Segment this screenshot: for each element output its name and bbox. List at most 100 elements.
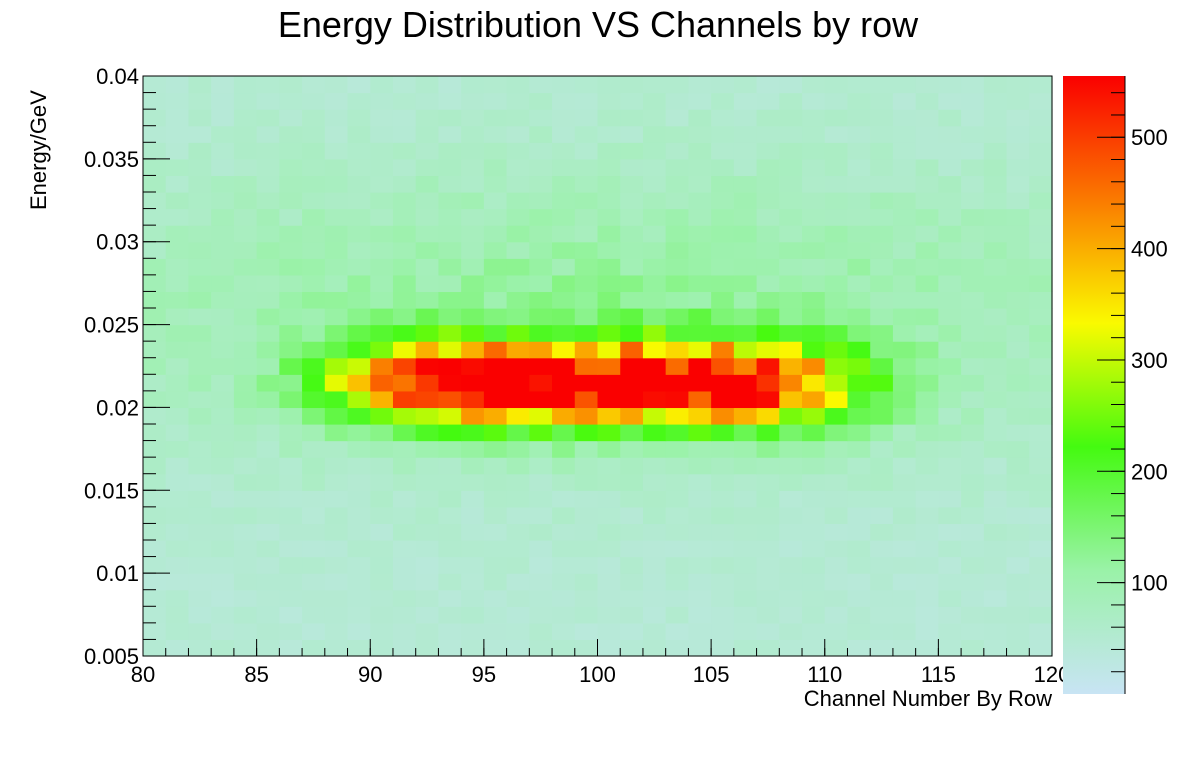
heatmap-cell: [461, 192, 485, 210]
heatmap-cell: [392, 241, 417, 259]
heatmap-cell: [143, 407, 167, 425]
heatmap-cell: [756, 175, 780, 193]
heatmap-cell: [983, 506, 1008, 525]
heatmap-cell: [620, 424, 644, 442]
heatmap-cell: [983, 291, 1008, 309]
heatmap-cell: [870, 639, 894, 657]
heatmap-cell: [392, 225, 417, 243]
heatmap-cell: [1029, 407, 1053, 425]
heatmap-cell: [302, 390, 326, 409]
y-tick-label: 0.005: [84, 644, 139, 669]
heatmap-cell: [483, 192, 508, 210]
heatmap-cell: [1006, 192, 1030, 210]
heatmap-cell: [870, 175, 894, 193]
heatmap-cell: [415, 324, 440, 342]
heatmap-cell: [279, 374, 303, 392]
heatmap-cell: [824, 407, 849, 425]
heatmap-cell: [620, 606, 644, 624]
heatmap-cell: [415, 258, 440, 276]
heatmap-cell: [665, 175, 689, 193]
heatmap-cell: [256, 241, 280, 259]
heatmap-cell: [779, 308, 803, 326]
heatmap-cell: [529, 274, 553, 293]
heatmap-cell: [506, 142, 530, 160]
heatmap-cell: [642, 324, 667, 342]
heatmap-cell: [302, 92, 326, 110]
heatmap-cell: [870, 540, 894, 558]
heatmap-cell: [188, 241, 212, 259]
heatmap-cell: [1006, 440, 1030, 458]
heatmap-cell: [711, 125, 735, 143]
heatmap-cell: [483, 109, 508, 127]
heatmap-cell: [756, 158, 780, 177]
heatmap-cell: [552, 175, 576, 193]
heatmap-cell: [915, 473, 939, 491]
chart-title: Energy Distribution VS Channels by row: [277, 4, 919, 45]
heatmap-cell: [711, 573, 735, 591]
heatmap-cell: [188, 76, 212, 94]
heatmap-cell: [688, 490, 712, 508]
heatmap-cell: [302, 324, 326, 342]
heatmap-cell: [324, 241, 349, 259]
heatmap-cell: [256, 424, 280, 442]
heatmap-cell: [233, 573, 258, 591]
heatmap-cell: [256, 589, 280, 607]
heatmap-cell: [552, 440, 576, 458]
heatmap-cell: [938, 639, 962, 657]
heatmap-cell: [711, 424, 735, 442]
heatmap-cell: [529, 589, 553, 607]
heatmap-cell: [392, 490, 417, 508]
heatmap-cell: [211, 606, 235, 624]
heatmap-cell: [756, 440, 780, 458]
heatmap-cell: [779, 324, 803, 342]
heatmap-cell: [847, 324, 871, 342]
heatmap-cell: [279, 440, 303, 458]
heatmap-cell: [892, 424, 917, 442]
heatmap-cell: [665, 374, 689, 392]
heatmap-cell: [597, 506, 621, 525]
heatmap-cell: [233, 506, 258, 525]
heatmap-cell: [506, 407, 530, 425]
heatmap-cell: [620, 225, 644, 243]
heatmap-cell: [438, 208, 462, 226]
heatmap-cell: [802, 589, 826, 607]
heatmap-cell: [165, 109, 190, 127]
heatmap-cell: [642, 457, 667, 475]
heatmap-cell: [574, 473, 599, 491]
heatmap-cell: [1029, 523, 1053, 541]
heatmap-cell: [847, 175, 871, 193]
heatmap-cell: [461, 622, 485, 641]
heatmap-cell: [620, 142, 644, 160]
heatmap-cell: [961, 407, 985, 425]
heatmap-cell: [143, 457, 167, 475]
heatmap-cell: [574, 92, 599, 110]
heatmap-cell: [779, 374, 803, 392]
heatmap-cell: [983, 341, 1008, 359]
heatmap-cell: [779, 490, 803, 508]
heatmap-cell: [688, 556, 712, 574]
heatmap-cell: [461, 258, 485, 276]
heatmap-cell: [938, 424, 962, 442]
heatmap-cell: [415, 390, 440, 409]
heatmap-cell: [211, 573, 235, 591]
heatmap-cell: [756, 473, 780, 491]
heatmap-cell: [597, 424, 621, 442]
heatmap-cell: [915, 407, 939, 425]
heatmap-cell: [733, 76, 758, 94]
heatmap-cell: [211, 274, 235, 293]
heatmap-cell: [143, 208, 167, 226]
heatmap-cell: [233, 192, 258, 210]
heatmap-cell: [1029, 506, 1053, 525]
heatmap-cell: [892, 341, 917, 359]
x-tick-label: 90: [358, 662, 382, 687]
heatmap-cell: [552, 424, 576, 442]
heatmap-cell: [392, 506, 417, 525]
heatmap-cell: [302, 125, 326, 143]
heatmap-cell: [256, 76, 280, 94]
heatmap-cell: [415, 308, 440, 326]
heatmap-cell: [824, 606, 849, 624]
heatmap-cell: [574, 142, 599, 160]
heatmap-cell: [1029, 622, 1053, 641]
heatmap-cell: [506, 573, 530, 591]
heatmap-cell: [1029, 606, 1053, 624]
